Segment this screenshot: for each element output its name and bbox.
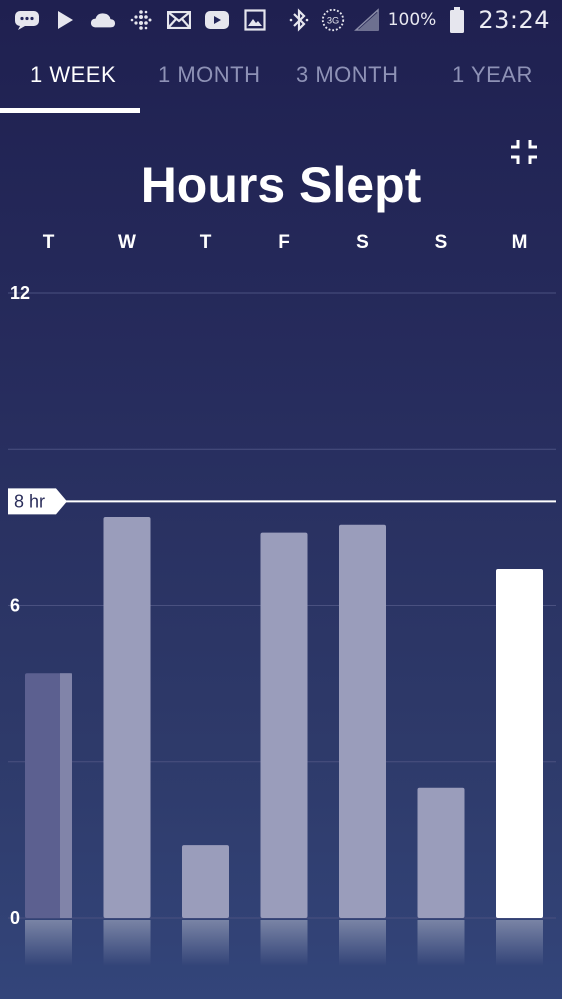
tab-1-month[interactable]: 1 MONTH bbox=[158, 62, 261, 87]
bar-6[interactable] bbox=[496, 569, 543, 918]
bar-reflection-1 bbox=[103, 920, 151, 966]
bar-reflection-5 bbox=[417, 920, 465, 966]
bar-reflection-0 bbox=[25, 920, 72, 966]
bar-0-edge bbox=[60, 673, 72, 918]
battery-icon bbox=[444, 7, 470, 33]
tab-3-month[interactable]: 3 MONTH bbox=[296, 62, 399, 87]
youtube-icon bbox=[204, 8, 230, 32]
mail-icon bbox=[166, 8, 192, 32]
time-range-tabs: 1 WEEK 1 MONTH 3 MONTH 1 YEAR bbox=[0, 56, 562, 116]
day-label-0: T bbox=[43, 232, 55, 253]
chart-title: Hours Slept bbox=[140, 157, 422, 213]
bluetooth-icon bbox=[286, 8, 312, 32]
system-status: 3G 100% 23:24 bbox=[286, 6, 550, 34]
tab-1-year[interactable]: 1 YEAR bbox=[452, 62, 533, 87]
signal-icon bbox=[353, 8, 380, 32]
fitbit-icon bbox=[128, 8, 154, 32]
battery-percent: 100% bbox=[387, 10, 437, 30]
y-tick-12: 12 bbox=[10, 283, 30, 303]
day-label-5: S bbox=[435, 232, 448, 253]
bar-1[interactable] bbox=[103, 516, 151, 918]
status-bar: 3G 100% 23:24 bbox=[0, 0, 562, 42]
bar-2[interactable] bbox=[182, 845, 229, 918]
active-tab-indicator bbox=[0, 108, 140, 113]
goal-label-tag bbox=[8, 488, 67, 515]
cloud-icon bbox=[90, 8, 116, 32]
day-label-2: T bbox=[200, 232, 212, 253]
bar-3[interactable] bbox=[260, 532, 308, 918]
network-label: 3G bbox=[327, 16, 339, 26]
day-label-1: W bbox=[118, 232, 136, 253]
tab-1-week[interactable]: 1 WEEK bbox=[30, 62, 117, 87]
y-axis-ticks: 0 6 12 bbox=[10, 283, 30, 928]
collapse-icon[interactable] bbox=[510, 138, 538, 166]
bar-5[interactable] bbox=[417, 787, 465, 918]
bar-reflection-3 bbox=[260, 920, 308, 966]
goal-label: 8 hr bbox=[14, 491, 45, 511]
y-tick-0: 0 bbox=[10, 908, 20, 928]
bar-4[interactable] bbox=[339, 524, 386, 918]
day-label-4: S bbox=[356, 232, 369, 253]
gallery-icon bbox=[242, 8, 268, 32]
y-tick-6: 6 bbox=[10, 596, 20, 616]
day-label-3: F bbox=[278, 232, 290, 253]
day-label-6: M bbox=[512, 232, 528, 253]
play-store-icon bbox=[52, 8, 78, 32]
bar-reflection-6 bbox=[496, 920, 543, 966]
bar-reflection-2 bbox=[182, 920, 229, 966]
message-icon bbox=[14, 8, 40, 32]
bars bbox=[25, 516, 543, 918]
notification-icons bbox=[14, 8, 268, 32]
goal-line-group: 8 hr bbox=[8, 488, 556, 515]
bar-reflection-4 bbox=[339, 920, 386, 966]
3g-icon: 3G bbox=[320, 8, 346, 32]
clock-time: 23:24 bbox=[478, 6, 550, 34]
bar-reflections bbox=[25, 920, 543, 966]
